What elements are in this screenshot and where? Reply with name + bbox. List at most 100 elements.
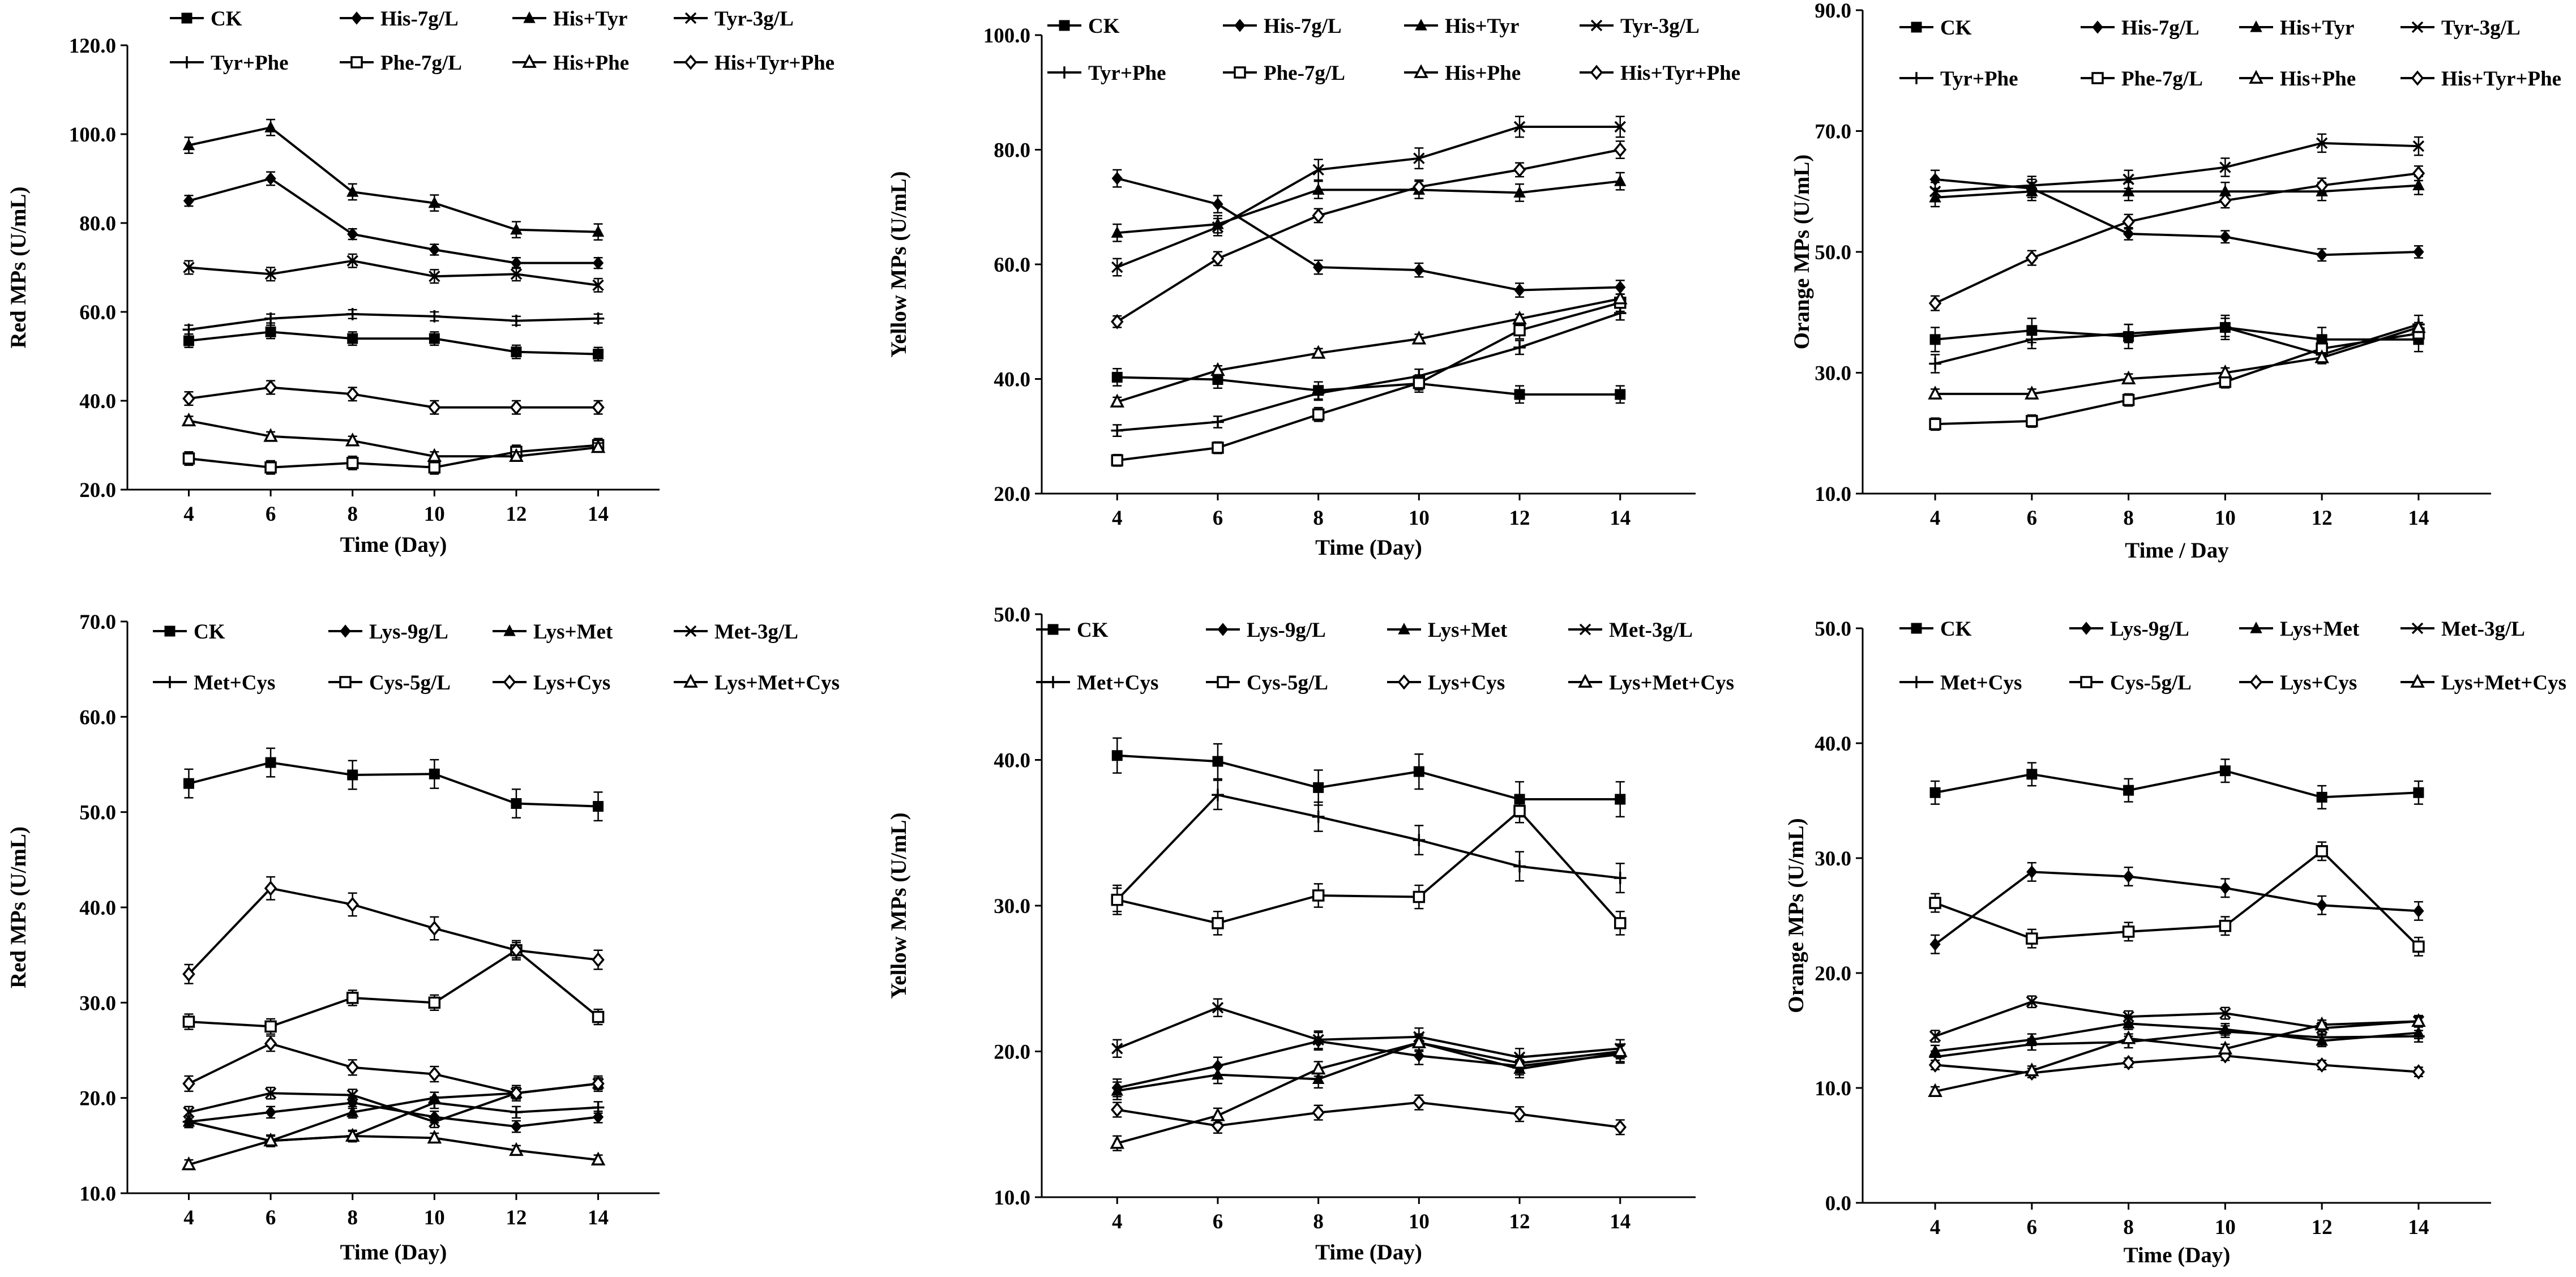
legend-label: His+Phe (1445, 62, 1521, 85)
series-line (1935, 332, 2419, 426)
legend: CK His-7g/L His+Tyr Tyr-3g/L Tyr+Phe Phe-7g/L… (170, 7, 835, 75)
series-his-tyr-phe (1110, 140, 1627, 329)
data-point (264, 880, 277, 896)
x-tick-label: 6 (2027, 507, 2038, 530)
legend-marker (351, 11, 362, 25)
legend-label: CK (1940, 618, 1972, 641)
data-point (2123, 1010, 2134, 1023)
data-point (2026, 415, 2038, 427)
x-tick-label: 4 (1930, 1216, 1941, 1239)
data-point (1111, 1084, 1123, 1096)
data-point (1513, 121, 1526, 133)
series-line (1116, 126, 1620, 268)
y-tick-label: 0.0 (1825, 1192, 1851, 1215)
y-tick-label: 40.0 (994, 368, 1030, 392)
y-tick-label: 30.0 (994, 895, 1030, 918)
data-point (346, 457, 359, 469)
series-his-phe (1928, 319, 2426, 400)
data-point (510, 1085, 523, 1101)
data-point (2218, 364, 2233, 379)
data-point (510, 222, 523, 235)
series-met-3g-l (1929, 995, 2425, 1043)
legend-marker (522, 54, 537, 68)
data-point (183, 262, 195, 273)
legend-marker (2081, 622, 2092, 635)
y-axis-title: Yellow MPs (U/mL) (887, 812, 911, 999)
data-point (1312, 387, 1325, 400)
data-point (2123, 869, 2134, 884)
series-lys-9g-l (1929, 862, 2424, 954)
series-line (188, 177, 598, 264)
data-point (2123, 785, 2134, 796)
data-point (2219, 230, 2231, 243)
x-tick-label: 12 (1509, 1210, 1530, 1233)
data-point (2316, 898, 2327, 912)
data-point (2314, 349, 2329, 363)
series-line (188, 761, 598, 808)
data-point (2026, 996, 2038, 1008)
legend-marker (1911, 22, 1922, 33)
x-tick-label: 12 (506, 503, 527, 526)
legend-label: His+Tyr+Phe (1620, 62, 1740, 85)
legend-marker (523, 11, 536, 23)
data-point (265, 1105, 276, 1119)
data-point (1111, 172, 1123, 185)
legend-label: Met+Cys (1077, 671, 1158, 695)
x-tick-label: 6 (1213, 507, 1223, 530)
data-point (1615, 794, 1626, 805)
data-point (592, 225, 605, 237)
data-point (346, 1089, 358, 1101)
legend-marker (1414, 64, 1428, 78)
data-point (428, 310, 441, 323)
legend-label: His-7g/L (2121, 16, 2200, 40)
series-line (1935, 184, 2419, 199)
series-line (1935, 142, 2419, 193)
data-point (429, 1116, 440, 1128)
y-tick-label: 10.0 (994, 1186, 1030, 1210)
series-unlabeled (182, 1035, 605, 1102)
legend-marker (1047, 624, 1059, 635)
series-ck (183, 324, 604, 362)
data-point (510, 1106, 523, 1119)
data-point (1111, 261, 1123, 273)
data-point (1111, 893, 1124, 906)
x-tick-label: 4 (1112, 1210, 1123, 1233)
legend-label: CK (194, 620, 225, 644)
data-point (1312, 164, 1324, 176)
y-axis-title: Orange MPs (U/mL) (1790, 155, 1814, 349)
data-point (1212, 1002, 1224, 1014)
chart-panel-4: 10.0 20.0 30.0 40.0 50.0 60.0 70.0 4 6 8 10 12 14 Tim… (6, 611, 840, 1265)
legend-marker (2249, 70, 2263, 84)
data-point (429, 270, 440, 282)
x-tick-label: 12 (2312, 1216, 2333, 1239)
data-point (428, 1066, 441, 1082)
data-point (2411, 1013, 2426, 1027)
data-point (1111, 424, 1124, 437)
data-point (345, 1128, 360, 1142)
data-point (592, 1110, 604, 1124)
data-point (1928, 385, 1942, 400)
legend-label: Tyr-3g/L (1620, 15, 1700, 38)
data-point (509, 1142, 524, 1156)
series-his-7g-l (1111, 169, 1626, 298)
series-line (1935, 172, 2419, 305)
x-tick-label: 8 (2123, 507, 2134, 530)
legend-marker (1910, 676, 1923, 688)
legend-label: His-7g/L (380, 7, 459, 31)
legend: CK Lys-9g/L Lys+Met Met-3g/L Met+Cys Cys-5g/L… (153, 620, 840, 695)
data-point (1111, 454, 1124, 467)
y-tick-label: 50.0 (1815, 241, 1851, 264)
data-point (1312, 1034, 1324, 1046)
series-line (1935, 1000, 2419, 1038)
data-point (592, 1010, 605, 1023)
x-tick-label: 6 (266, 503, 276, 526)
series-his-phe (181, 412, 606, 462)
series-line (1116, 1101, 1620, 1129)
data-point (2219, 161, 2231, 173)
series-line (1935, 1020, 2419, 1093)
x-tick-label: 4 (183, 1206, 194, 1229)
legend-marker (1047, 676, 1059, 688)
legend-label: CK (1940, 16, 1972, 40)
data-point (428, 196, 441, 208)
